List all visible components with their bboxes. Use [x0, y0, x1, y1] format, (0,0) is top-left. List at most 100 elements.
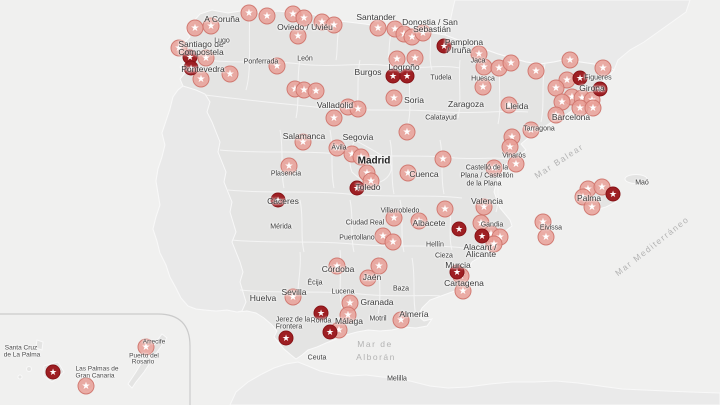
map-marker-dark[interactable]: ★ [451, 221, 467, 237]
map-marker-dark[interactable]: ★ [592, 81, 608, 97]
map-marker-light[interactable]: ★ [294, 133, 312, 151]
map-marker-light[interactable]: ★ [485, 159, 503, 177]
map-marker-light[interactable]: ★ [295, 9, 313, 27]
map-marker-dark[interactable]: ★ [322, 324, 338, 340]
map-marker-light[interactable]: ★ [583, 198, 601, 216]
star-icon: ★ [511, 158, 521, 170]
city-label: Cáceres [267, 196, 299, 206]
map-marker-light[interactable]: ★ [388, 50, 406, 68]
map-marker-light[interactable]: ★ [399, 164, 417, 182]
map-marker-light[interactable]: ★ [547, 106, 565, 124]
map-marker-light[interactable]: ★ [594, 59, 612, 77]
map-marker-light[interactable]: ★ [507, 155, 525, 173]
map-marker-light[interactable]: ★ [328, 257, 346, 275]
map-marker-light[interactable]: ★ [369, 19, 387, 37]
star-icon: ★ [578, 191, 588, 203]
city-label: Albacete [412, 218, 446, 228]
map-marker-light[interactable]: ★ [454, 282, 472, 300]
map-marker-dark[interactable]: ★ [572, 70, 588, 86]
map-marker-dark[interactable]: ★ [399, 68, 415, 84]
map-marker-light[interactable]: ★ [474, 78, 492, 96]
map-marker-light[interactable]: ★ [553, 93, 571, 111]
star-icon: ★ [206, 20, 216, 32]
map-marker-light[interactable]: ★ [339, 306, 357, 324]
map-marker-light[interactable]: ★ [501, 138, 519, 156]
map-marker-light[interactable]: ★ [77, 377, 95, 395]
map-marker-light[interactable]: ★ [289, 27, 307, 45]
map-marker-light[interactable]: ★ [325, 109, 343, 127]
star-icon: ★ [505, 141, 515, 153]
map-marker-light[interactable]: ★ [561, 51, 579, 69]
map-marker-dark[interactable]: ★ [183, 60, 199, 76]
map-marker-light[interactable]: ★ [202, 17, 220, 35]
map-marker-light[interactable]: ★ [192, 70, 210, 88]
map-marker-light[interactable]: ★ [522, 121, 540, 139]
map-marker-light[interactable]: ★ [137, 338, 155, 356]
map-marker-light[interactable]: ★ [392, 311, 410, 329]
city-label: Baza [393, 285, 409, 293]
map-marker-dark[interactable]: ★ [45, 364, 61, 380]
star-icon: ★ [392, 53, 402, 65]
map-marker-light[interactable]: ★ [325, 16, 343, 34]
city-label: Jerez de la [275, 316, 311, 324]
city-label: / Iruña [446, 45, 472, 55]
city-label: Motril [369, 315, 387, 323]
map-marker-dark[interactable]: ★ [313, 305, 329, 321]
map-marker-dark[interactable]: ★ [605, 186, 621, 202]
map-marker-light[interactable]: ★ [370, 257, 388, 275]
map-marker-dark[interactable]: ★ [449, 264, 465, 280]
map-marker-dark[interactable]: ★ [436, 38, 452, 54]
map-marker-dark[interactable]: ★ [385, 68, 401, 84]
star-icon: ★ [366, 175, 376, 187]
city-label: de la Plana [466, 180, 502, 188]
map-marker-dark[interactable]: ★ [474, 228, 490, 244]
map-marker-light[interactable]: ★ [284, 288, 302, 306]
map-marker-light[interactable]: ★ [534, 213, 552, 231]
map-marker-light[interactable]: ★ [240, 4, 258, 22]
city-label: Ávila [331, 144, 347, 152]
sea-label: Mar de [357, 339, 393, 349]
star-icon: ★ [352, 183, 362, 193]
map-marker-light[interactable]: ★ [527, 62, 545, 80]
city-label: Las Palmas de [75, 365, 119, 373]
map-marker-light[interactable]: ★ [307, 82, 325, 100]
city-label: Gran Canaria [75, 372, 115, 380]
map-marker-light[interactable]: ★ [280, 157, 298, 175]
map-marker-light[interactable]: ★ [221, 65, 239, 83]
star-icon: ★ [325, 327, 335, 337]
map-marker-light[interactable]: ★ [362, 172, 380, 190]
sea-label: Mar Balear [532, 141, 586, 181]
map-marker-light[interactable]: ★ [436, 200, 454, 218]
map-marker-light[interactable]: ★ [414, 24, 432, 42]
map-marker-light[interactable]: ★ [359, 269, 377, 287]
star-icon: ★ [288, 8, 298, 20]
map-marker-light[interactable]: ★ [384, 233, 402, 251]
star-icon: ★ [597, 181, 607, 193]
map-marker-light[interactable]: ★ [584, 99, 602, 117]
map-marker-light[interactable]: ★ [406, 49, 424, 67]
map-marker-light[interactable]: ★ [398, 123, 416, 141]
map-marker-light[interactable]: ★ [537, 228, 555, 246]
map-marker-light[interactable]: ★ [500, 96, 518, 114]
map-marker-light[interactable]: ★ [349, 100, 367, 118]
map-marker-light[interactable]: ★ [410, 212, 428, 230]
map-marker-light[interactable]: ★ [268, 57, 286, 75]
map-marker-dark[interactable]: ★ [270, 192, 286, 208]
star-icon: ★ [48, 367, 58, 377]
map-marker-light[interactable]: ★ [197, 49, 215, 67]
map-marker-light[interactable]: ★ [385, 89, 403, 107]
map-marker-light[interactable]: ★ [385, 209, 403, 227]
map-marker-dark[interactable]: ★ [278, 330, 294, 346]
city-label: Palma [576, 193, 602, 203]
city-label: Cuenca [409, 169, 439, 179]
map-marker-dark[interactable]: ★ [349, 180, 365, 196]
city-label: Murcia [445, 260, 471, 270]
city-label: Ciudad Real [345, 219, 385, 227]
map-marker-light[interactable]: ★ [434, 150, 452, 168]
map-marker-light[interactable]: ★ [485, 235, 503, 253]
city-label: Lugo [214, 37, 230, 45]
city-label: Jaén [362, 272, 382, 282]
map-marker-light[interactable]: ★ [502, 54, 520, 72]
map-marker-light[interactable]: ★ [258, 7, 276, 25]
map-marker-light[interactable]: ★ [352, 148, 370, 166]
